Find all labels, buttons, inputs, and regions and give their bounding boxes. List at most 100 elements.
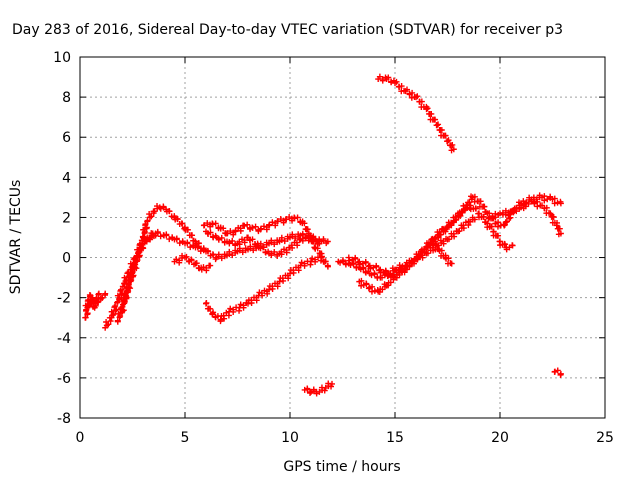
data-point [183, 253, 190, 260]
data-point [84, 304, 91, 311]
data-point [543, 204, 550, 211]
y-tick-label: 6 [62, 130, 71, 146]
data-point [534, 203, 541, 210]
data-point [324, 262, 331, 269]
data-point [404, 86, 410, 93]
y-tick-label: 0 [62, 251, 71, 267]
data-point [551, 368, 558, 375]
data-point [371, 287, 378, 294]
data-points [82, 73, 564, 397]
data-point [193, 260, 200, 267]
data-point [209, 221, 216, 228]
data-point [414, 93, 421, 100]
data-point [448, 260, 455, 267]
data-point [181, 225, 188, 232]
y-tick-label: 8 [62, 90, 71, 106]
data-point [309, 255, 316, 262]
data-point [450, 146, 457, 153]
data-point [247, 243, 254, 250]
data-point [133, 265, 140, 272]
data-point [229, 237, 236, 244]
data-point [388, 78, 395, 85]
data-point [116, 294, 123, 301]
data-track [203, 228, 323, 259]
data-track [429, 240, 455, 267]
data-point [86, 291, 93, 298]
data-point [200, 246, 207, 253]
data-point [556, 225, 563, 232]
data-point [203, 299, 210, 306]
data-point [445, 137, 452, 144]
data-point [209, 233, 216, 240]
data-point [237, 301, 244, 308]
data-point [163, 231, 170, 238]
data-point [121, 299, 128, 306]
data-point [316, 240, 323, 247]
x-tick-label: 5 [181, 430, 190, 446]
data-point [472, 205, 479, 212]
data-point [207, 305, 214, 312]
data-point [301, 220, 308, 227]
data-point [438, 247, 445, 254]
data-point [477, 198, 484, 205]
data-point [174, 215, 181, 222]
data-point [95, 290, 102, 297]
data-point [471, 193, 478, 200]
data-point [117, 313, 124, 320]
data-point [418, 98, 425, 105]
data-point [109, 312, 116, 319]
data-point [227, 305, 234, 312]
data-point [215, 251, 222, 258]
data-point [105, 321, 112, 328]
data-point [141, 228, 148, 235]
y-tick-label: -2 [57, 291, 71, 307]
data-point [84, 310, 91, 317]
data-point [207, 262, 214, 269]
data-point [367, 265, 374, 272]
y-tick-label: 4 [62, 170, 71, 186]
data-point [204, 247, 211, 254]
data-point [458, 208, 465, 215]
data-point [215, 235, 222, 242]
data-point [307, 390, 314, 397]
data-point [480, 213, 487, 220]
data-point [112, 303, 119, 310]
data-point [128, 277, 135, 284]
data-point [130, 272, 137, 279]
data-point [480, 203, 487, 210]
data-point [278, 234, 285, 241]
data-point [434, 122, 440, 129]
data-point [438, 127, 445, 134]
data-point [114, 299, 121, 306]
data-point [122, 290, 129, 297]
data-point [504, 218, 510, 225]
data-point [166, 208, 173, 215]
y-tick-label: 2 [62, 210, 71, 226]
data-point [184, 239, 191, 246]
data-point [92, 302, 99, 309]
data-point [217, 316, 224, 323]
data-point [554, 199, 561, 206]
data-point [416, 252, 423, 259]
data-point [554, 367, 561, 374]
data-point [127, 285, 134, 292]
data-point [125, 281, 132, 288]
data-point [129, 269, 136, 276]
data-point [509, 242, 516, 249]
data-point [218, 234, 225, 241]
data-point [173, 235, 180, 242]
x-tick-label: 25 [596, 430, 614, 446]
data-point [346, 257, 353, 264]
data-point [140, 245, 147, 252]
chart-title: Day 283 of 2016, Sidereal Day-to-day VTE… [12, 22, 563, 38]
data-point [541, 197, 548, 204]
data-point [119, 283, 126, 290]
data-point [298, 259, 305, 266]
data-point [432, 241, 439, 248]
data-point [144, 217, 151, 224]
data-point [393, 78, 400, 85]
data-point [82, 314, 89, 321]
data-point [195, 240, 202, 247]
data-point [173, 256, 180, 263]
data-point [184, 226, 191, 233]
